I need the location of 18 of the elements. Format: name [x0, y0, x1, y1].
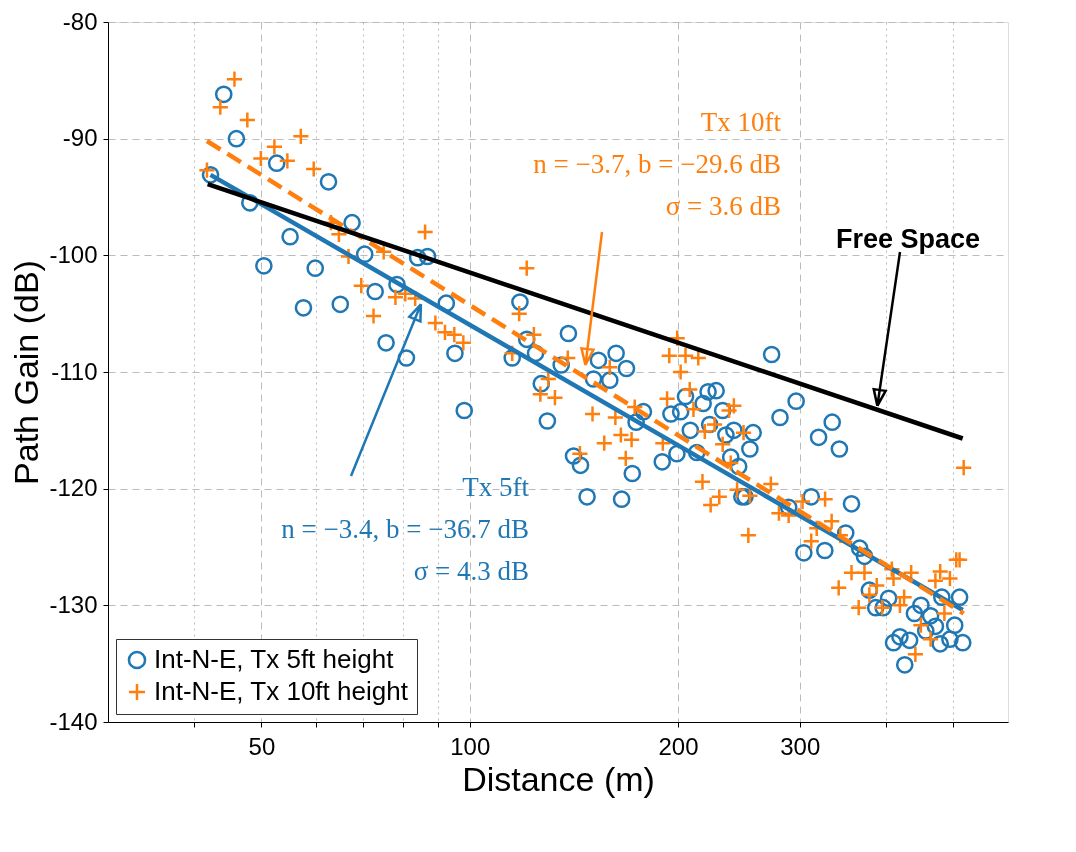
- y-tick-label: -80: [62, 7, 98, 35]
- x-tick-label: 100: [450, 732, 491, 760]
- y-tick-label: -130: [49, 590, 98, 618]
- legend-label: Int-N-E, Tx 5ft height: [154, 644, 395, 674]
- annotation: Tx 5ft n = −3.4, b = −36.7 dB σ = 4.3 dB: [281, 472, 530, 586]
- y-tick-label: -140: [49, 707, 98, 735]
- y-tick-label: -120: [49, 474, 98, 502]
- y-axis-title: Path Gain (dB): [7, 260, 46, 485]
- y-tick-label: -90: [62, 124, 98, 152]
- annotation: Free Space: [835, 224, 981, 254]
- annotation: Tx 10ft n = −3.7, b = −29.6 dB σ = 3.6 dB: [533, 107, 782, 221]
- y-tick-label: -110: [51, 357, 98, 385]
- x-tick-label: 200: [658, 732, 699, 760]
- x-axis-title: Distance (m): [462, 759, 655, 798]
- x-tick-label: 50: [248, 732, 276, 760]
- y-tick-label: -100: [49, 240, 98, 268]
- legend-label: Int-N-E, Tx 10ft height: [154, 676, 409, 706]
- x-tick-label: 300: [780, 732, 821, 760]
